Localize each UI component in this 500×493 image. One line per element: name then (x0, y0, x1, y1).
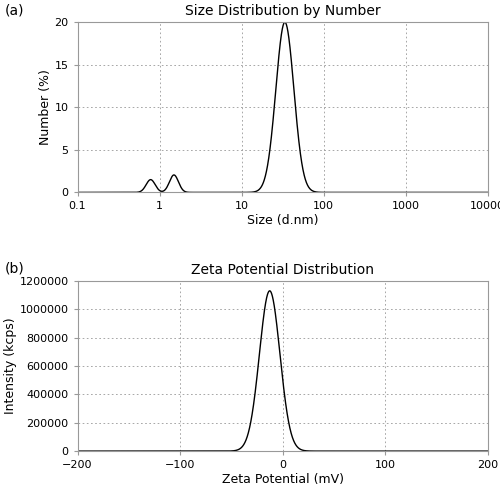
Y-axis label: Intensity (kcps): Intensity (kcps) (4, 317, 16, 414)
Text: (a): (a) (5, 3, 24, 17)
X-axis label: Size (d.nm): Size (d.nm) (247, 214, 318, 227)
Title: Size Distribution by Number: Size Distribution by Number (184, 4, 380, 18)
Title: Zeta Potential Distribution: Zeta Potential Distribution (191, 263, 374, 277)
Y-axis label: Number (%): Number (%) (38, 70, 52, 145)
X-axis label: Zeta Potential (mV): Zeta Potential (mV) (222, 473, 344, 486)
Text: (b): (b) (5, 262, 25, 276)
